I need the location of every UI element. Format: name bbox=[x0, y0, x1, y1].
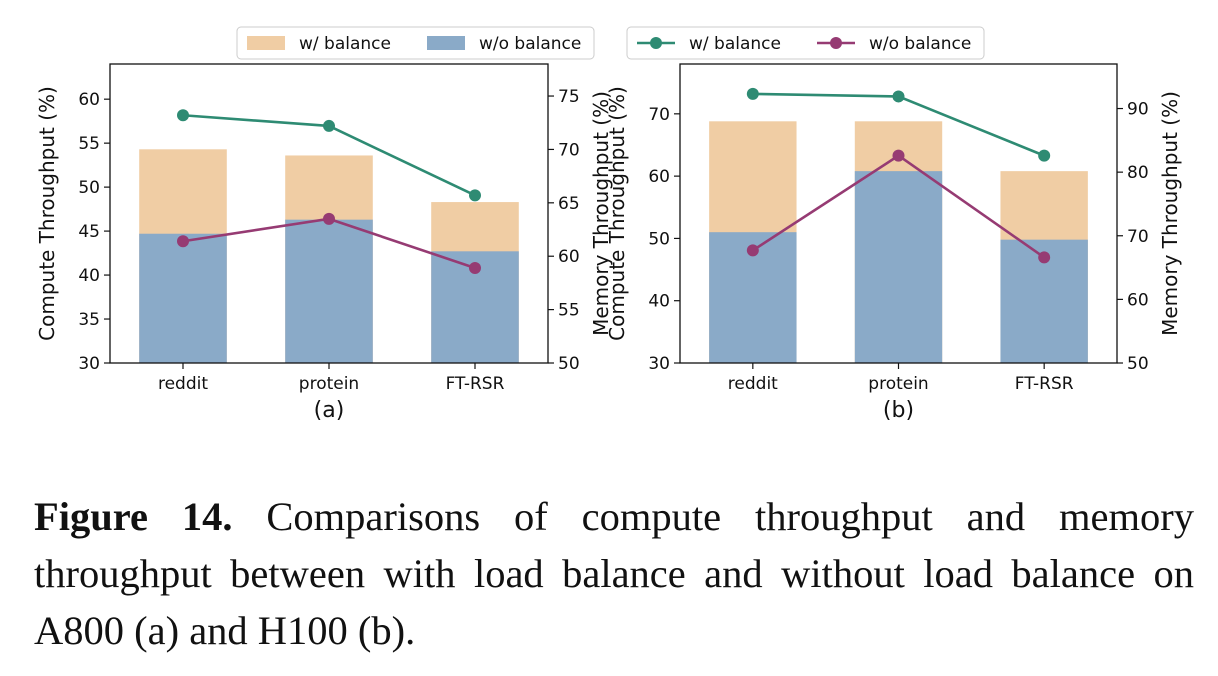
y-tick-label: 30 bbox=[78, 354, 100, 374]
point-with-balance-FT-RSR bbox=[469, 189, 481, 202]
y2-axis-title: Memory Throughput (%) bbox=[1158, 91, 1182, 336]
y2-tick-label: 60 bbox=[1127, 290, 1149, 310]
point-with-balance-FT-RSR bbox=[1038, 149, 1051, 162]
figure-caption: Figure 14. Comparisons of compute throug… bbox=[34, 488, 1194, 659]
point-without-balance-FT-RSR bbox=[469, 261, 481, 274]
point-with-balance-protein bbox=[892, 90, 905, 103]
legend-box bbox=[626, 26, 985, 60]
y-tick-label: 45 bbox=[78, 222, 100, 242]
y-tick-label: 40 bbox=[78, 266, 100, 286]
y-tick-label: 70 bbox=[648, 105, 670, 125]
x-tick-label: protein bbox=[868, 374, 928, 394]
y2-tick-label: 70 bbox=[558, 140, 580, 160]
x-tick-label: FT-RSR bbox=[1015, 374, 1074, 394]
legend-marker-with-balance bbox=[650, 37, 662, 49]
y-tick-label: 40 bbox=[648, 292, 670, 312]
y-tick-label: 50 bbox=[78, 178, 100, 198]
y-tick-label: 50 bbox=[648, 229, 670, 249]
chart-panel-a: 30 35 40 45 50 55 60 50 55 60 65 70 75 reddit protein F… bbox=[35, 26, 613, 423]
y2-axis-title: Memory Throughput (%) bbox=[589, 91, 613, 336]
y2-tick-label: 50 bbox=[1127, 354, 1149, 374]
legend-label-with-balance: w/ balance bbox=[689, 34, 781, 54]
y-tick-label: 55 bbox=[78, 134, 100, 154]
panel-label: (b) bbox=[883, 398, 914, 423]
legend-marker-without-balance bbox=[830, 37, 842, 49]
y-axis-title: Compute Throughput (%) bbox=[35, 86, 59, 341]
y-tick-label: 35 bbox=[78, 310, 100, 330]
legend-label-without-balance: w/o balance bbox=[869, 34, 971, 54]
x-tick-label: reddit bbox=[728, 374, 778, 394]
legend-box bbox=[236, 26, 595, 60]
figure-panels: 30 35 40 45 50 55 60 50 55 60 65 70 75 reddit protein F… bbox=[35, 26, 1182, 423]
y-axis-title: Compute Throughput (%) bbox=[605, 86, 629, 341]
y2-tick-label: 60 bbox=[558, 247, 580, 267]
caption-label: Figure 14. bbox=[34, 494, 233, 539]
point-with-balance-reddit bbox=[177, 109, 189, 122]
y-tick-label: 60 bbox=[78, 90, 100, 110]
point-without-balance-FT-RSR bbox=[1038, 251, 1051, 264]
point-without-balance-protein bbox=[892, 149, 905, 162]
y2-tick-label: 90 bbox=[1127, 100, 1149, 120]
point-without-balance-reddit bbox=[177, 235, 189, 248]
bar-without-balance-reddit bbox=[139, 233, 227, 363]
point-without-balance-protein bbox=[323, 212, 335, 225]
y2-tick-label: 50 bbox=[558, 354, 580, 374]
panel-label: (a) bbox=[314, 398, 345, 423]
y2-tick-label: 55 bbox=[558, 301, 580, 321]
point-with-balance-protein bbox=[323, 119, 335, 132]
legend: w/ balance w/o balance bbox=[626, 26, 985, 60]
legend-swatch-without-balance bbox=[427, 36, 465, 50]
legend-label-without-balance: w/o balance bbox=[479, 34, 581, 54]
legend-swatch-with-balance bbox=[247, 36, 285, 50]
y-tick-label: 60 bbox=[648, 167, 670, 187]
point-with-balance-reddit bbox=[746, 87, 759, 100]
y2-tick-label: 70 bbox=[1127, 227, 1149, 247]
bar-without-balance-protein bbox=[854, 171, 943, 363]
x-tick-label: FT-RSR bbox=[446, 374, 505, 394]
legend-label-with-balance: w/ balance bbox=[299, 34, 391, 54]
point-without-balance-reddit bbox=[746, 244, 759, 257]
x-tick-label: reddit bbox=[158, 374, 208, 394]
legend: w/ balance w/o balance bbox=[236, 26, 595, 60]
caption-text: Comparisons of compute throughput and me… bbox=[34, 494, 1194, 653]
y2-tick-label: 65 bbox=[558, 194, 580, 214]
y2-tick-label: 75 bbox=[558, 87, 580, 107]
x-tick-label: protein bbox=[299, 374, 359, 394]
y-tick-label: 30 bbox=[648, 354, 670, 374]
bar-without-balance-protein bbox=[285, 219, 373, 363]
chart-panel-b: 30 40 50 60 70 50 60 70 80 90 reddit protein FT-RSR C… bbox=[605, 26, 1182, 423]
y2-tick-label: 80 bbox=[1127, 163, 1149, 183]
